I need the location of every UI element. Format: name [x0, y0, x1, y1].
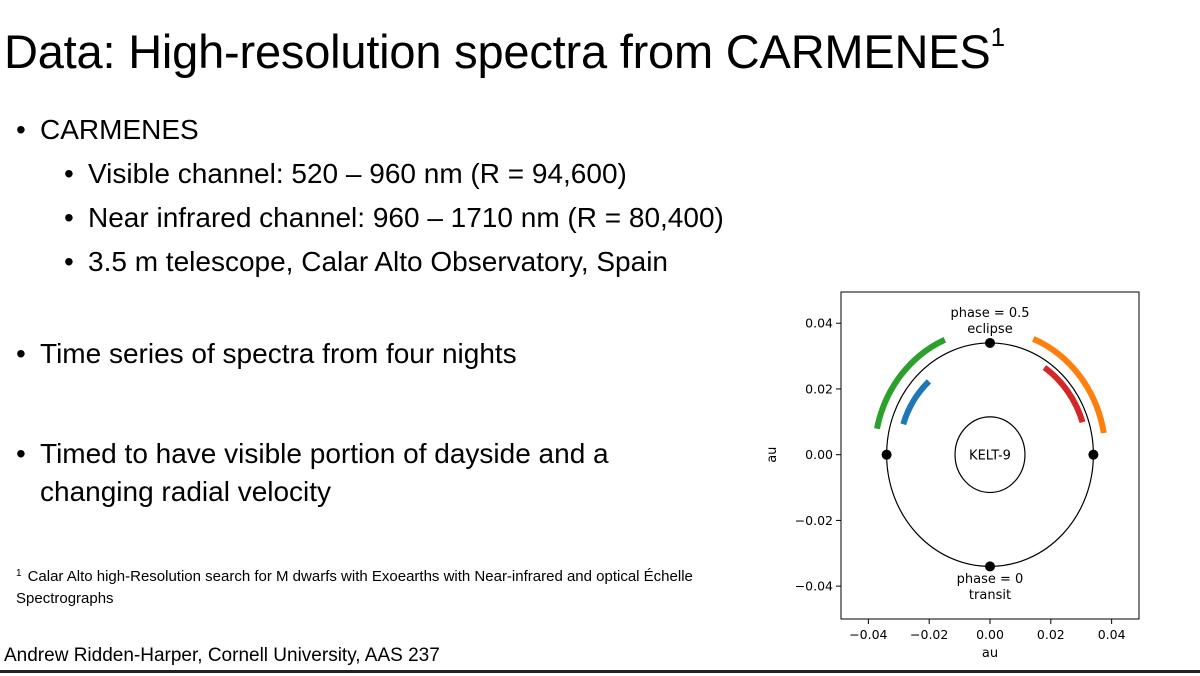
slide-title: Data: High-resolution spectra from CARME… — [4, 22, 1005, 82]
star-kelt-9 — [954, 416, 1026, 494]
bullet-telescope: • 3.5 m telescope, Calar Alto Observator… — [64, 244, 668, 280]
phase-annotation: phase = 0.5 — [950, 306, 1029, 321]
x-axis-label: au — [982, 646, 998, 661]
bullet-text: CARMENES — [40, 114, 199, 145]
x-tick-label: 0.02 — [1037, 627, 1065, 642]
bullet-timed-continuation: changing radial velocity — [40, 476, 332, 507]
x-tick-label: 0.04 — [1098, 627, 1126, 642]
author-credit: Andrew Ridden-Harper, Cornell University… — [4, 645, 440, 666]
bullet-dot: • — [64, 202, 74, 233]
phase-annotation: transit — [969, 588, 1011, 603]
title-footnote-marker: 1 — [990, 22, 1005, 52]
bullet-carmenes: • CARMENES — [16, 112, 199, 148]
observation-arc — [900, 379, 932, 426]
bottom-divider — [0, 670, 1200, 673]
y-tick-label: −0.02 — [795, 513, 833, 528]
footnote: 1 Calar Alto high-Resolution search for M… — [16, 566, 756, 610]
y-tick-label: 0.00 — [805, 447, 833, 462]
phase-annotation: eclipse — [967, 322, 1012, 337]
x-tick-label: −0.02 — [910, 627, 948, 642]
star-label: KELT-9 — [969, 449, 1011, 464]
bullet-text: Visible channel: 520 – 960 nm (R = 94,60… — [88, 158, 627, 189]
y-axis-label: au — [765, 447, 780, 463]
y-tick-label: 0.02 — [805, 381, 833, 396]
footnote-text: Calar Alto high-Resolution search for M … — [16, 568, 693, 607]
bullet-dot: • — [16, 338, 26, 369]
observation-arc — [874, 336, 947, 430]
bullet-visible-channel: • Visible channel: 520 – 960 nm (R = 94,… — [64, 156, 627, 192]
y-tick-label: 0.04 — [805, 316, 833, 331]
y-tick-label: −0.04 — [795, 579, 833, 594]
observation-arc — [1032, 336, 1107, 434]
phase-point — [985, 337, 995, 348]
bullet-nir-channel: • Near infrared channel: 960 – 1710 nm (… — [64, 200, 724, 236]
bullet-text: 3.5 m telescope, Calar Alto Observatory,… — [88, 246, 668, 277]
slide-title-text: Data: High-resolution spectra from CARME… — [4, 25, 991, 78]
orbit-chart: −0.04 −0.02 0.00 0.02 0.04 −0.04 −0.02 0.00 0.02… — [765, 291, 1140, 661]
bullet-text: Timed to have visible portion of dayside… — [40, 438, 609, 469]
bullet-dot: • — [16, 438, 26, 469]
phase-point — [881, 449, 892, 460]
phase-point — [985, 561, 995, 572]
bullet-dot: • — [64, 158, 74, 189]
phase-point — [1088, 449, 1099, 460]
x-tick-label: −0.04 — [849, 627, 887, 642]
bullet-text: Time series of spectra from four nights — [40, 338, 517, 369]
bullet-dot: • — [16, 114, 26, 145]
x-tick-label: 0.00 — [976, 627, 1004, 642]
footnote-marker: 1 — [16, 568, 22, 579]
bullet-timed: • Timed to have visible portion of daysi… — [16, 436, 609, 472]
observation-arc — [1042, 365, 1086, 424]
bullet-time-series: • Time series of spectra from four night… — [16, 336, 517, 372]
bullet-dot: • — [64, 246, 74, 277]
phase-annotation: phase = 0 — [957, 572, 1024, 587]
bullet-text: Near infrared channel: 960 – 1710 nm (R … — [88, 202, 724, 233]
